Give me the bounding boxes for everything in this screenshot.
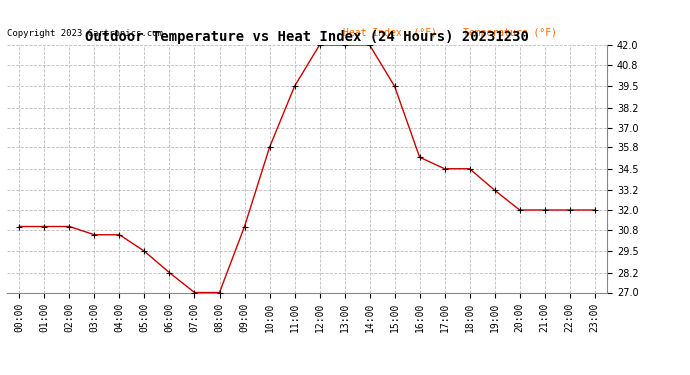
Title: Outdoor Temperature vs Heat Index (24 Hours) 20231230: Outdoor Temperature vs Heat Index (24 Ho… [85, 30, 529, 44]
Text: Copyright 2023 Cartronics.com: Copyright 2023 Cartronics.com [7, 28, 163, 38]
Text: Temperature (°F): Temperature (°F) [463, 28, 557, 38]
Text: Heat Index· (°F): Heat Index· (°F) [343, 28, 437, 38]
